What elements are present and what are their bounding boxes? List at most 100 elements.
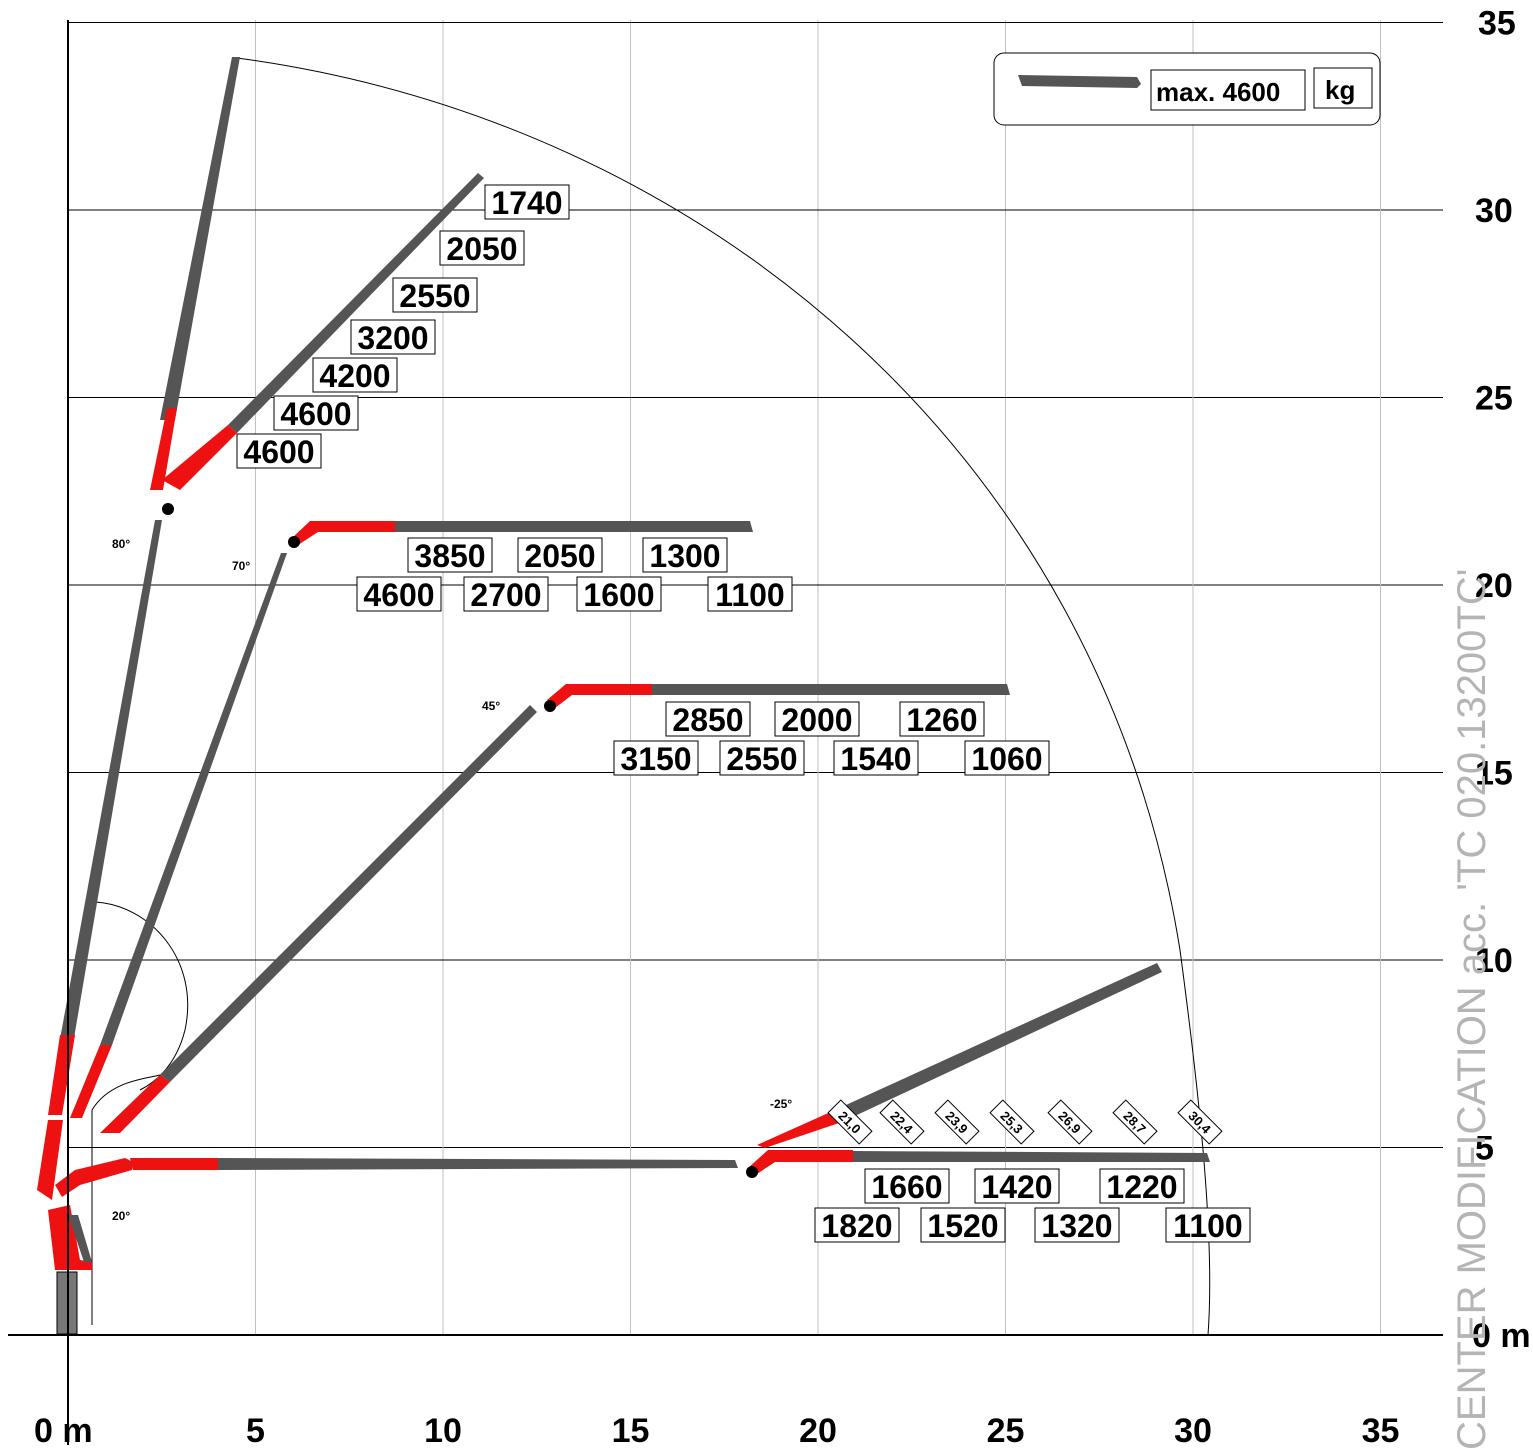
boom-80-grey-section [58, 520, 162, 1050]
x-tick-label: 0 m [34, 1412, 93, 1450]
watermark-text: CENTER MODIFICATION acc. 'TC 020.13200TC… [1450, 569, 1494, 1450]
angle-label-45: 45° [482, 699, 500, 713]
outreach-labels: 21,0 22,4 23,9 25,3 26,9 28,7 30,4 [827, 1099, 1223, 1145]
boom-70-red-section [70, 1045, 112, 1118]
load-45-lower-3-box [964, 740, 1050, 776]
load-70-upper-1: 2050 [524, 538, 595, 574]
legend-capacity: max. 4600 [1156, 77, 1280, 107]
outreach-box [934, 1099, 980, 1145]
outreach-box [827, 1099, 873, 1145]
load-80-2-box [392, 277, 478, 313]
boom-45-jib-grey [652, 684, 1010, 695]
boom-45-jib-pivot [544, 700, 556, 712]
outreach-label: 22,4 [879, 1099, 925, 1145]
boom-70-jib-red [290, 521, 395, 545]
x-tick-label: 10 [424, 1412, 462, 1450]
crane-column [48, 1205, 92, 1270]
y-tick-label: 35 [1478, 5, 1516, 43]
load-20-lower-0: 1820 [821, 1208, 892, 1244]
load-70-lower-2: 1600 [583, 577, 654, 613]
legend-unit: kg [1325, 75, 1355, 105]
boom-70-jib-grey [395, 521, 753, 532]
load-45-upper-0: 2850 [672, 702, 743, 738]
load-20-upper-0: 1660 [871, 1169, 942, 1205]
boom-neg25-jib-red [757, 1110, 842, 1148]
load-70-lower-2-box [576, 576, 662, 612]
outreach-box [1177, 1099, 1223, 1145]
load-45-lower-1: 2550 [726, 741, 797, 777]
crane-cylinder [68, 1215, 92, 1262]
boom-80-jib-grey [160, 57, 240, 420]
load-20-lower-2-box [1034, 1207, 1120, 1243]
x-tick-label: 35 [1362, 1412, 1400, 1450]
load-70-upper-0-box [407, 537, 493, 573]
load-20-lower-0-box [814, 1207, 900, 1243]
y-axis-labels: 0 m 5 10 15 20 25 30 35 [1472, 5, 1531, 1356]
x-axis-labels: 0 m 5 10 15 20 25 30 35 [34, 1412, 1399, 1450]
load-20-lower-2: 1320 [1041, 1208, 1112, 1244]
outreach-label: 28,7 [1112, 1099, 1158, 1145]
jib-pivot [162, 503, 174, 515]
y-tick-label: 10 [1475, 942, 1513, 980]
boom-20-red-base [55, 1158, 133, 1197]
x-tick-label: 5 [246, 1412, 265, 1450]
outreach-box [879, 1099, 925, 1145]
boom-20-red-section [130, 1158, 218, 1170]
load-20-lower-1: 1520 [927, 1208, 998, 1244]
load-80-4-box [312, 357, 398, 393]
x-tick-label: 15 [612, 1412, 650, 1450]
legend-unit-box [1313, 67, 1373, 109]
load-80-5: 4600 [280, 396, 351, 432]
crane-link-red [37, 1120, 63, 1200]
outreach-box [1112, 1099, 1158, 1145]
load-20-upper-1: 1420 [981, 1169, 1052, 1205]
y-tick-label: 15 [1475, 755, 1513, 793]
load-80-2: 2550 [399, 278, 470, 314]
load-70-lower-3: 1100 [715, 577, 784, 613]
boom-70-jib-pivot [288, 536, 300, 548]
load-70-lower-1: 2700 [470, 577, 541, 613]
load-70-lower-3-box [707, 576, 793, 612]
x-tick-label: 20 [799, 1412, 837, 1450]
boom-neg25-jib-grey [835, 963, 1162, 1122]
booms [37, 57, 1210, 1335]
load-80-0-box [484, 184, 570, 220]
outreach-label: 25,3 [989, 1099, 1035, 1145]
legend-capacity-box [1150, 69, 1306, 111]
load-45-lower-3: 1060 [971, 741, 1042, 777]
outreach-label: 26,9 [1047, 1099, 1093, 1145]
load-45-upper-2-box [899, 701, 985, 737]
boom-45-jib-red [547, 684, 652, 708]
outreach-box [1047, 1099, 1093, 1145]
load-80-0: 1740 [491, 185, 562, 221]
base-outline [91, 1074, 161, 1325]
load-20-upper-2: 1220 [1106, 1169, 1177, 1205]
boom-20-jib-red [748, 1150, 853, 1174]
load-20-lower-3: 1100 [1173, 1208, 1242, 1244]
load-70-upper-0: 3850 [414, 538, 485, 574]
y-tick-label: 20 [1475, 567, 1513, 605]
boom-45-grey-section [160, 705, 537, 1082]
load-45-lower-2: 1540 [840, 741, 911, 777]
load-70-lower-1-box [463, 576, 549, 612]
load-70-lower-0: 4600 [363, 577, 434, 613]
x-tick-label: 30 [1174, 1412, 1212, 1450]
load-45-upper-1-box [774, 701, 860, 737]
boom-20-grey-section [218, 1158, 738, 1170]
load-20-upper-0-box [864, 1168, 950, 1204]
load-20-upper-2-box [1099, 1168, 1185, 1204]
boom-20-jib-pivot [746, 1166, 758, 1178]
load-20-upper-1-box [974, 1168, 1060, 1204]
reach-envelope-arc [236, 57, 1211, 1336]
outreach-box [989, 1099, 1035, 1145]
boom-70-grey-section [100, 553, 287, 1045]
y-tick-label: 0 m [1472, 1317, 1531, 1355]
load-45-lower-0: 3150 [620, 741, 691, 777]
load-45-upper-1: 2000 [781, 702, 852, 738]
boom-45-red-section [100, 1075, 170, 1133]
load-45-lower-1-box [719, 740, 805, 776]
y-tick-label: 25 [1475, 380, 1513, 418]
load-70-upper-1-box [517, 537, 603, 573]
load-45-lower-0-box [613, 740, 699, 776]
